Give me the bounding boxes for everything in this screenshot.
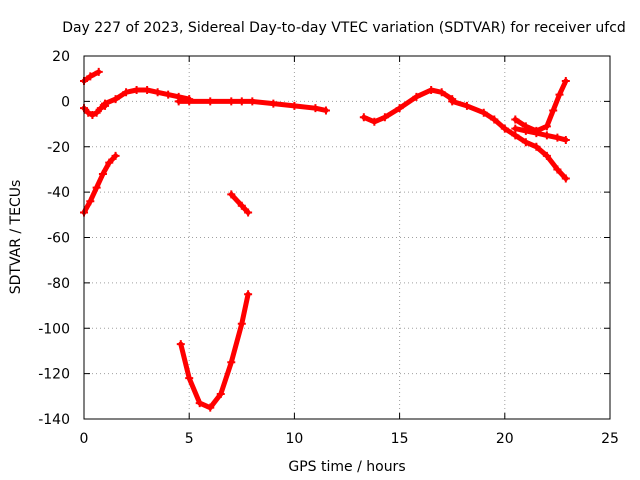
data-point: [427, 86, 436, 95]
data-point: [176, 340, 185, 349]
data-point: [86, 197, 95, 206]
y-tick-label: -40: [47, 185, 70, 201]
series-line-arc-3: [81, 153, 119, 215]
series-line-arc-6: [228, 191, 251, 215]
data-point: [237, 201, 246, 210]
data-point: [248, 97, 257, 106]
series-line-arc-7: [178, 291, 251, 411]
data-point: [370, 117, 379, 126]
data-point: [359, 113, 368, 122]
data-point: [237, 97, 246, 106]
x-tick-label: 25: [601, 431, 619, 447]
data-point: [237, 319, 246, 328]
data-point: [500, 124, 509, 133]
series-line-arc-8: [361, 87, 455, 125]
data-point: [549, 106, 558, 115]
series-line-arc-9: [449, 98, 569, 181]
y-tick-label: -140: [38, 412, 70, 428]
axis-ticks: 0 5 10 15 20 25 20 0 -20 -40 -60 -80 -100 -120 -140: [38, 49, 619, 447]
x-tick-label: 5: [185, 431, 194, 447]
x-tick-label: 15: [391, 431, 409, 447]
data-point: [195, 399, 204, 408]
data-point: [395, 104, 404, 113]
data-point: [132, 86, 141, 95]
data-point: [511, 124, 520, 133]
data-point: [521, 122, 530, 131]
y-tick-label: -120: [38, 367, 70, 383]
series-line-arc-5: [176, 98, 329, 113]
data-point: [448, 97, 457, 106]
data-point: [206, 403, 215, 412]
data-point: [412, 92, 421, 101]
x-tick-label: 0: [80, 431, 89, 447]
data-point: [244, 290, 253, 299]
data-point: [437, 88, 446, 97]
data-point: [479, 108, 488, 117]
y-tick-label: -80: [47, 276, 70, 292]
data-point: [227, 190, 236, 199]
data-point: [164, 90, 173, 99]
y-tick-label: -60: [47, 231, 70, 247]
y-tick-label: -20: [47, 140, 70, 156]
data-point: [532, 126, 541, 135]
data-point: [532, 142, 541, 151]
data-point: [111, 151, 120, 160]
y-axis-label: SDTVAR / TECUs: [8, 180, 24, 295]
data-point: [111, 95, 120, 104]
data-point: [92, 183, 101, 192]
data-point: [174, 97, 183, 106]
x-tick-label: 20: [496, 431, 514, 447]
data-point: [311, 104, 320, 113]
data-point: [92, 108, 101, 117]
data-point: [542, 151, 551, 160]
data-point: [542, 122, 551, 131]
data-point: [88, 110, 97, 119]
y-tick-label: -100: [38, 321, 70, 337]
data-point: [269, 99, 278, 108]
data-point: [216, 390, 225, 399]
data-point: [380, 113, 389, 122]
data-point: [462, 101, 471, 110]
data-point: [84, 108, 93, 117]
data-point: [290, 101, 299, 110]
data-point: [511, 115, 520, 124]
data-point: [227, 358, 236, 367]
data-point: [553, 133, 562, 142]
data-point: [185, 374, 194, 383]
data-point: [185, 97, 194, 106]
data-point: [521, 138, 530, 147]
data-point: [98, 169, 107, 178]
data-point: [96, 104, 105, 113]
y-tick-label: 0: [61, 94, 70, 110]
data-point: [511, 131, 520, 140]
data-point: [153, 88, 162, 97]
grid: [84, 56, 610, 419]
data-point: [490, 115, 499, 124]
x-axis-label: GPS time / hours: [288, 459, 405, 475]
series-line-arc-11: [512, 78, 569, 134]
data-point: [143, 86, 152, 95]
data-point: [105, 158, 114, 167]
data-point: [101, 99, 110, 108]
x-tick-label: 10: [285, 431, 303, 447]
chart-title: Day 227 of 2023, Sidereal Day-to-day VTE…: [62, 20, 626, 36]
series-layer: [80, 67, 570, 412]
data-point: [561, 135, 570, 144]
data-point: [94, 67, 103, 76]
data-point: [321, 106, 330, 115]
plot-frame: [83, 55, 611, 420]
y-tick-label: 20: [52, 49, 70, 65]
data-point: [122, 88, 131, 97]
data-point: [555, 90, 564, 99]
data-point: [561, 76, 570, 85]
data-point: [86, 72, 95, 81]
data-point: [244, 208, 253, 217]
data-point: [553, 165, 562, 174]
data-point: [227, 97, 236, 106]
data-point: [542, 131, 551, 140]
data-point: [206, 97, 215, 106]
data-point: [561, 174, 570, 183]
